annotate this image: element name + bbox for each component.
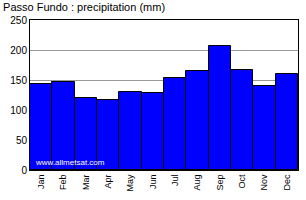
svg-text:200: 200: [10, 45, 27, 56]
svg-text:100: 100: [10, 105, 27, 116]
svg-text:Sep: Sep: [215, 175, 225, 191]
svg-text:Feb: Feb: [58, 175, 68, 191]
svg-text:50: 50: [16, 135, 28, 146]
svg-text:Jan: Jan: [36, 175, 46, 190]
svg-text:Oct: Oct: [237, 174, 247, 189]
svg-text:Passo Fundo : precipitation (m: Passo Fundo : precipitation (mm): [3, 1, 165, 13]
svg-text:Mar: Mar: [81, 175, 91, 191]
svg-text:Aug: Aug: [192, 175, 202, 191]
svg-text:250: 250: [10, 15, 27, 26]
svg-text:Dec: Dec: [282, 174, 292, 191]
svg-text:Nov: Nov: [259, 174, 269, 191]
svg-text:Apr: Apr: [103, 175, 113, 189]
svg-text:Jun: Jun: [148, 175, 158, 190]
svg-text:0: 0: [21, 165, 27, 176]
svg-text:May: May: [125, 174, 135, 192]
svg-text:Jul: Jul: [170, 175, 180, 187]
svg-text:150: 150: [10, 75, 27, 86]
svg-text:www.allmetsat.com: www.allmetsat.com: [35, 158, 105, 167]
